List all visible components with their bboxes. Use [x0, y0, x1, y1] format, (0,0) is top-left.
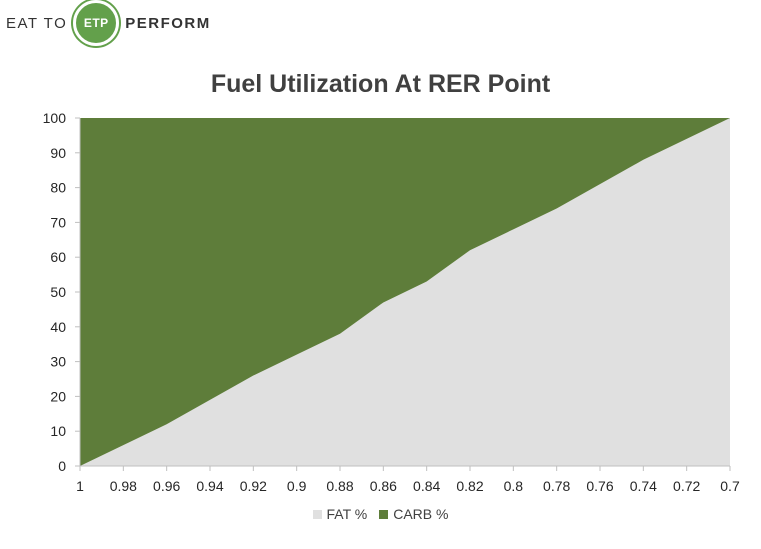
- x-tick-label: 0.9: [287, 478, 307, 494]
- x-tick-label: 0.78: [543, 478, 570, 494]
- y-tick-label: 10: [50, 423, 66, 439]
- y-tick-label: 80: [50, 180, 66, 196]
- legend-item: CARB %: [379, 506, 448, 522]
- x-tick-label: 0.76: [586, 478, 613, 494]
- y-tick-label: 0: [58, 458, 66, 474]
- x-tick-label: 0.72: [673, 478, 700, 494]
- y-tick-label: 70: [50, 214, 66, 230]
- y-tick-label: 40: [50, 319, 66, 335]
- logo-right-text: PERFORM: [125, 14, 211, 32]
- logo-badge-icon: ETP: [73, 0, 120, 46]
- x-tick-label: 0.7: [720, 478, 740, 494]
- x-tick-label: 0.8: [504, 478, 524, 494]
- legend-label: CARB %: [393, 506, 449, 522]
- logo-left-text: EAT TO: [6, 14, 68, 32]
- y-tick-label: 100: [43, 110, 67, 126]
- y-tick-label: 20: [50, 388, 66, 404]
- x-tick-label: 0.88: [326, 478, 353, 494]
- y-tick-label: 90: [50, 145, 66, 161]
- legend-item: FAT %: [312, 506, 368, 522]
- x-tick-label: 1: [76, 478, 84, 494]
- fuel-utilization-chart: 0 10 20 30 40 50 60 70 80 90 100 1 0.98 0.96 0.94 0.92 0…: [43, 110, 740, 494]
- x-tick-label: 0.92: [240, 478, 267, 494]
- x-tick-label: 0.74: [630, 478, 657, 494]
- x-tick-label: 0.82: [456, 478, 483, 494]
- logo-badge-text: ETP: [83, 16, 109, 30]
- chart-legend: FAT % CARB %: [0, 506, 761, 522]
- y-tick-label: 30: [50, 354, 66, 370]
- legend-label: FAT %: [326, 506, 368, 522]
- brand-logo: EAT TO ETP PERFORM: [6, 0, 211, 46]
- chart-title: Fuel Utilization At RER Point: [210, 70, 551, 98]
- legend-swatch: [379, 509, 389, 519]
- x-tick-label: 0.96: [153, 478, 180, 494]
- x-tick-label: 0.86: [370, 478, 397, 494]
- legend-swatch: [312, 509, 322, 519]
- area-carb: [80, 118, 730, 466]
- y-tick-label: 50: [50, 284, 66, 300]
- x-tick-label: 0.98: [110, 478, 137, 494]
- y-tick-label: 60: [50, 249, 66, 265]
- x-tick-label: 0.94: [196, 478, 223, 494]
- x-tick-label: 0.84: [413, 478, 440, 494]
